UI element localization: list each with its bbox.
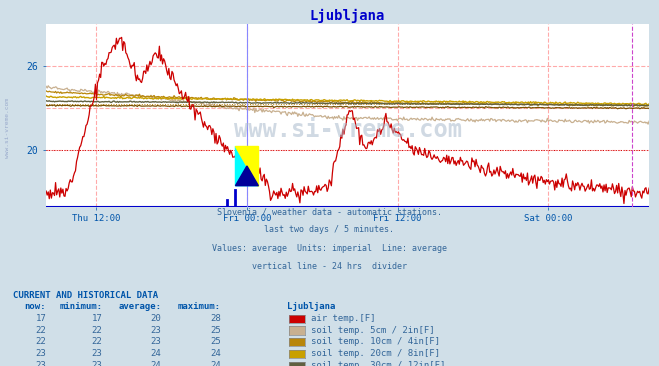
Text: 17: 17 bbox=[36, 314, 46, 323]
Text: www.si-vreme.com: www.si-vreme.com bbox=[234, 118, 461, 142]
Text: 23: 23 bbox=[92, 361, 102, 366]
Text: 28: 28 bbox=[210, 314, 221, 323]
Text: 24: 24 bbox=[151, 361, 161, 366]
Text: 22: 22 bbox=[36, 337, 46, 346]
Polygon shape bbox=[235, 146, 258, 186]
Polygon shape bbox=[235, 166, 258, 186]
Text: CURRENT AND HISTORICAL DATA: CURRENT AND HISTORICAL DATA bbox=[13, 291, 158, 300]
Text: last two days / 5 minutes.: last two days / 5 minutes. bbox=[264, 225, 395, 234]
Text: 22: 22 bbox=[92, 337, 102, 346]
Text: 24: 24 bbox=[151, 349, 161, 358]
Text: soil temp. 5cm / 2in[F]: soil temp. 5cm / 2in[F] bbox=[311, 326, 435, 335]
Text: 25: 25 bbox=[210, 337, 221, 346]
Text: soil temp. 30cm / 12in[F]: soil temp. 30cm / 12in[F] bbox=[311, 361, 445, 366]
Text: 17: 17 bbox=[92, 314, 102, 323]
Text: 24: 24 bbox=[210, 349, 221, 358]
Text: now:: now: bbox=[24, 302, 46, 311]
Text: vertical line - 24 hrs  divider: vertical line - 24 hrs divider bbox=[252, 262, 407, 271]
Text: 22: 22 bbox=[36, 326, 46, 335]
Text: soil temp. 20cm / 8in[F]: soil temp. 20cm / 8in[F] bbox=[311, 349, 440, 358]
Text: air temp.[F]: air temp.[F] bbox=[311, 314, 376, 323]
Title: Ljubljana: Ljubljana bbox=[310, 8, 386, 23]
Text: maximum:: maximum: bbox=[178, 302, 221, 311]
Polygon shape bbox=[235, 146, 258, 186]
Text: Slovenia / weather data - automatic stations.: Slovenia / weather data - automatic stat… bbox=[217, 207, 442, 216]
Text: 23: 23 bbox=[92, 349, 102, 358]
Text: 23: 23 bbox=[36, 349, 46, 358]
Text: average:: average: bbox=[119, 302, 161, 311]
Text: 25: 25 bbox=[210, 326, 221, 335]
Text: Values: average  Units: imperial  Line: average: Values: average Units: imperial Line: av… bbox=[212, 244, 447, 253]
Text: 23: 23 bbox=[36, 361, 46, 366]
Text: 23: 23 bbox=[151, 337, 161, 346]
Text: 20: 20 bbox=[151, 314, 161, 323]
Text: Ljubljana: Ljubljana bbox=[287, 302, 335, 311]
Text: 24: 24 bbox=[210, 361, 221, 366]
Text: minimum:: minimum: bbox=[59, 302, 102, 311]
Text: www.si-vreme.com: www.si-vreme.com bbox=[5, 98, 11, 158]
Text: 22: 22 bbox=[92, 326, 102, 335]
Text: 23: 23 bbox=[151, 326, 161, 335]
Text: soil temp. 10cm / 4in[F]: soil temp. 10cm / 4in[F] bbox=[311, 337, 440, 346]
